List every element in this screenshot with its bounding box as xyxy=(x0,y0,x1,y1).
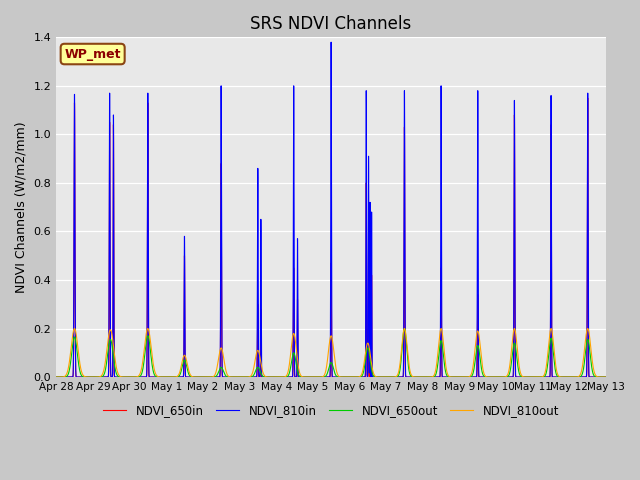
NDVI_650out xyxy=(157,374,165,380)
NDVI_650in xyxy=(476,374,484,380)
NDVI_650out xyxy=(539,374,547,380)
NDVI_650out xyxy=(52,374,60,380)
NDVI_650in xyxy=(76,374,83,380)
NDVI_810out xyxy=(476,343,484,349)
NDVI_810out xyxy=(443,368,451,373)
NDVI_810in xyxy=(52,374,60,380)
NDVI_810out xyxy=(602,374,610,380)
NDVI_810in xyxy=(602,374,610,380)
NDVI_650in xyxy=(602,374,610,380)
NDVI_810in xyxy=(476,374,484,380)
NDVI_650in xyxy=(396,374,404,380)
NDVI_650out xyxy=(308,374,316,380)
NDVI_650out xyxy=(443,372,451,378)
NDVI_810in xyxy=(539,374,547,380)
Title: SRS NDVI Channels: SRS NDVI Channels xyxy=(250,15,412,33)
NDVI_810out xyxy=(70,325,78,331)
NDVI_810out xyxy=(52,374,60,380)
NDVI_650in xyxy=(539,374,547,380)
NDVI_650in xyxy=(52,374,60,380)
NDVI_810in xyxy=(157,374,165,380)
Y-axis label: NDVI Channels (W/m2/mm): NDVI Channels (W/m2/mm) xyxy=(15,121,28,293)
NDVI_810out xyxy=(396,362,404,368)
NDVI_810out xyxy=(539,373,547,379)
NDVI_810in xyxy=(327,39,335,45)
Text: WP_met: WP_met xyxy=(65,48,121,60)
NDVI_650out xyxy=(76,366,83,372)
Line: NDVI_650out: NDVI_650out xyxy=(56,328,606,377)
NDVI_810in xyxy=(396,374,404,380)
NDVI_810out xyxy=(76,358,83,363)
NDVI_650out xyxy=(396,368,404,373)
Legend: NDVI_650in, NDVI_810in, NDVI_650out, NDVI_810out: NDVI_650in, NDVI_810in, NDVI_650out, NDV… xyxy=(98,400,564,422)
NDVI_810in xyxy=(443,374,451,380)
Line: NDVI_650in: NDVI_650in xyxy=(56,98,606,377)
NDVI_810out xyxy=(308,374,316,380)
NDVI_810out xyxy=(157,374,165,380)
NDVI_650out xyxy=(602,374,610,380)
Line: NDVI_810out: NDVI_810out xyxy=(56,328,606,377)
Line: NDVI_810in: NDVI_810in xyxy=(56,42,606,377)
NDVI_650out xyxy=(476,356,484,362)
NDVI_650in xyxy=(157,374,165,380)
NDVI_650in xyxy=(443,374,451,380)
NDVI_810in xyxy=(76,374,83,380)
NDVI_650out xyxy=(401,325,408,331)
NDVI_650in xyxy=(584,95,591,101)
